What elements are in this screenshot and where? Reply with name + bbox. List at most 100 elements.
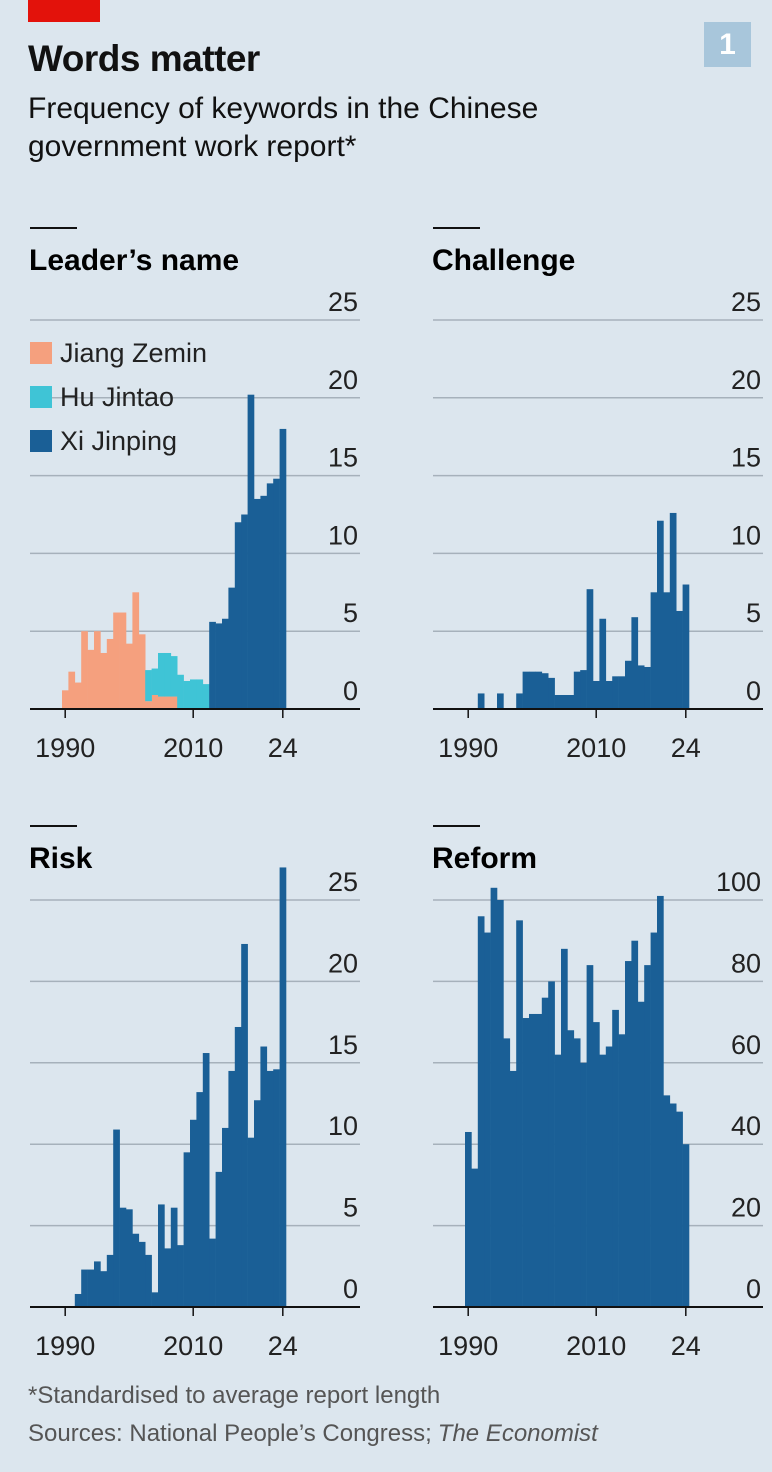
bar xyxy=(74,682,82,709)
bar xyxy=(548,981,555,1307)
bar xyxy=(164,696,172,709)
bar xyxy=(202,1053,210,1307)
x-tick-label: 1990 xyxy=(438,1331,498,1361)
bar xyxy=(266,483,274,709)
brand-bar xyxy=(28,0,100,22)
bar xyxy=(196,1092,204,1307)
bar xyxy=(465,1131,472,1307)
bar xyxy=(279,867,287,1307)
x-tick-label: 2010 xyxy=(566,733,626,763)
bar xyxy=(106,638,114,709)
bar xyxy=(209,621,216,709)
bar xyxy=(484,932,491,1307)
bar xyxy=(625,961,632,1307)
bar xyxy=(279,428,287,709)
bar xyxy=(605,1046,613,1307)
bar xyxy=(541,997,549,1307)
bar xyxy=(247,394,255,709)
x-tick-label: 2010 xyxy=(566,1331,626,1361)
source-text: Sources: National People’s Congress; xyxy=(28,1420,432,1447)
legend-swatch xyxy=(30,386,52,408)
bar xyxy=(497,693,504,709)
bar xyxy=(580,1062,587,1307)
x-tick-label: 24 xyxy=(268,1331,298,1361)
subtitle: Frequency of keywords in the Chinese gov… xyxy=(28,92,539,163)
bar xyxy=(87,649,95,709)
bar xyxy=(234,1026,242,1307)
bar xyxy=(222,618,229,709)
bar xyxy=(68,671,76,709)
bar xyxy=(663,592,671,709)
bar xyxy=(234,522,242,709)
bar xyxy=(567,1030,575,1307)
bar xyxy=(676,610,683,709)
bar xyxy=(637,1001,645,1307)
bar xyxy=(522,1018,530,1307)
bar xyxy=(631,617,639,709)
y-tick-label: 15 xyxy=(328,443,358,473)
legend-label: Jiang Zemin xyxy=(60,338,207,368)
bar xyxy=(669,512,677,709)
bar xyxy=(138,1241,146,1307)
y-tick-label: 10 xyxy=(328,520,358,550)
x-tick-label: 24 xyxy=(268,733,298,763)
bar xyxy=(266,1070,274,1307)
bar xyxy=(561,694,568,709)
y-tick-label: 20 xyxy=(731,365,761,395)
bar xyxy=(164,652,172,697)
bar xyxy=(241,514,248,709)
y-tick-label: 15 xyxy=(731,443,761,473)
source: Sources: National People’s Congress; The … xyxy=(28,1420,598,1448)
bar xyxy=(62,690,69,709)
y-tick-label: 80 xyxy=(731,948,761,978)
bar xyxy=(599,1054,607,1307)
bar xyxy=(260,495,268,709)
legend-swatch xyxy=(30,430,52,452)
x-tick-label: 2010 xyxy=(163,1331,223,1361)
bar xyxy=(170,696,178,709)
source-publication: The Economist xyxy=(437,1420,598,1447)
bar xyxy=(580,670,587,709)
y-tick-label: 0 xyxy=(746,676,761,706)
bar xyxy=(605,680,613,709)
bar xyxy=(273,478,280,709)
bar xyxy=(177,1245,184,1307)
bar xyxy=(113,612,120,709)
x-tick-label: 24 xyxy=(671,733,701,763)
bar xyxy=(676,1111,683,1307)
bar xyxy=(554,694,562,709)
title: Words matter xyxy=(28,38,260,79)
bar xyxy=(612,1009,619,1307)
bar xyxy=(644,666,651,709)
bar xyxy=(612,676,619,709)
y-tick-label: 0 xyxy=(343,676,358,706)
badge: 1 xyxy=(704,22,751,67)
bar xyxy=(541,673,549,709)
bar xyxy=(657,895,664,1307)
panel-title: Reform xyxy=(432,842,537,875)
bar xyxy=(177,674,184,709)
bar xyxy=(254,498,261,709)
bar xyxy=(273,1069,280,1307)
bar xyxy=(202,684,210,709)
bar xyxy=(529,671,536,709)
bar xyxy=(522,671,530,709)
bar xyxy=(637,665,645,709)
x-tick-label: 1990 xyxy=(35,1331,95,1361)
y-tick-label: 25 xyxy=(328,287,358,317)
x-tick-label: 1990 xyxy=(438,733,498,763)
bar xyxy=(151,1292,159,1307)
x-tick-label: 1990 xyxy=(35,733,95,763)
y-tick-label: 100 xyxy=(716,867,761,897)
panel-title: Risk xyxy=(29,842,93,875)
bar xyxy=(126,643,133,709)
bar xyxy=(164,1248,172,1307)
bar xyxy=(625,660,632,709)
bar xyxy=(631,940,639,1307)
bar xyxy=(247,1137,255,1307)
bar xyxy=(548,677,555,709)
panel-title: Leader’s name xyxy=(29,244,239,277)
bar xyxy=(682,584,690,709)
